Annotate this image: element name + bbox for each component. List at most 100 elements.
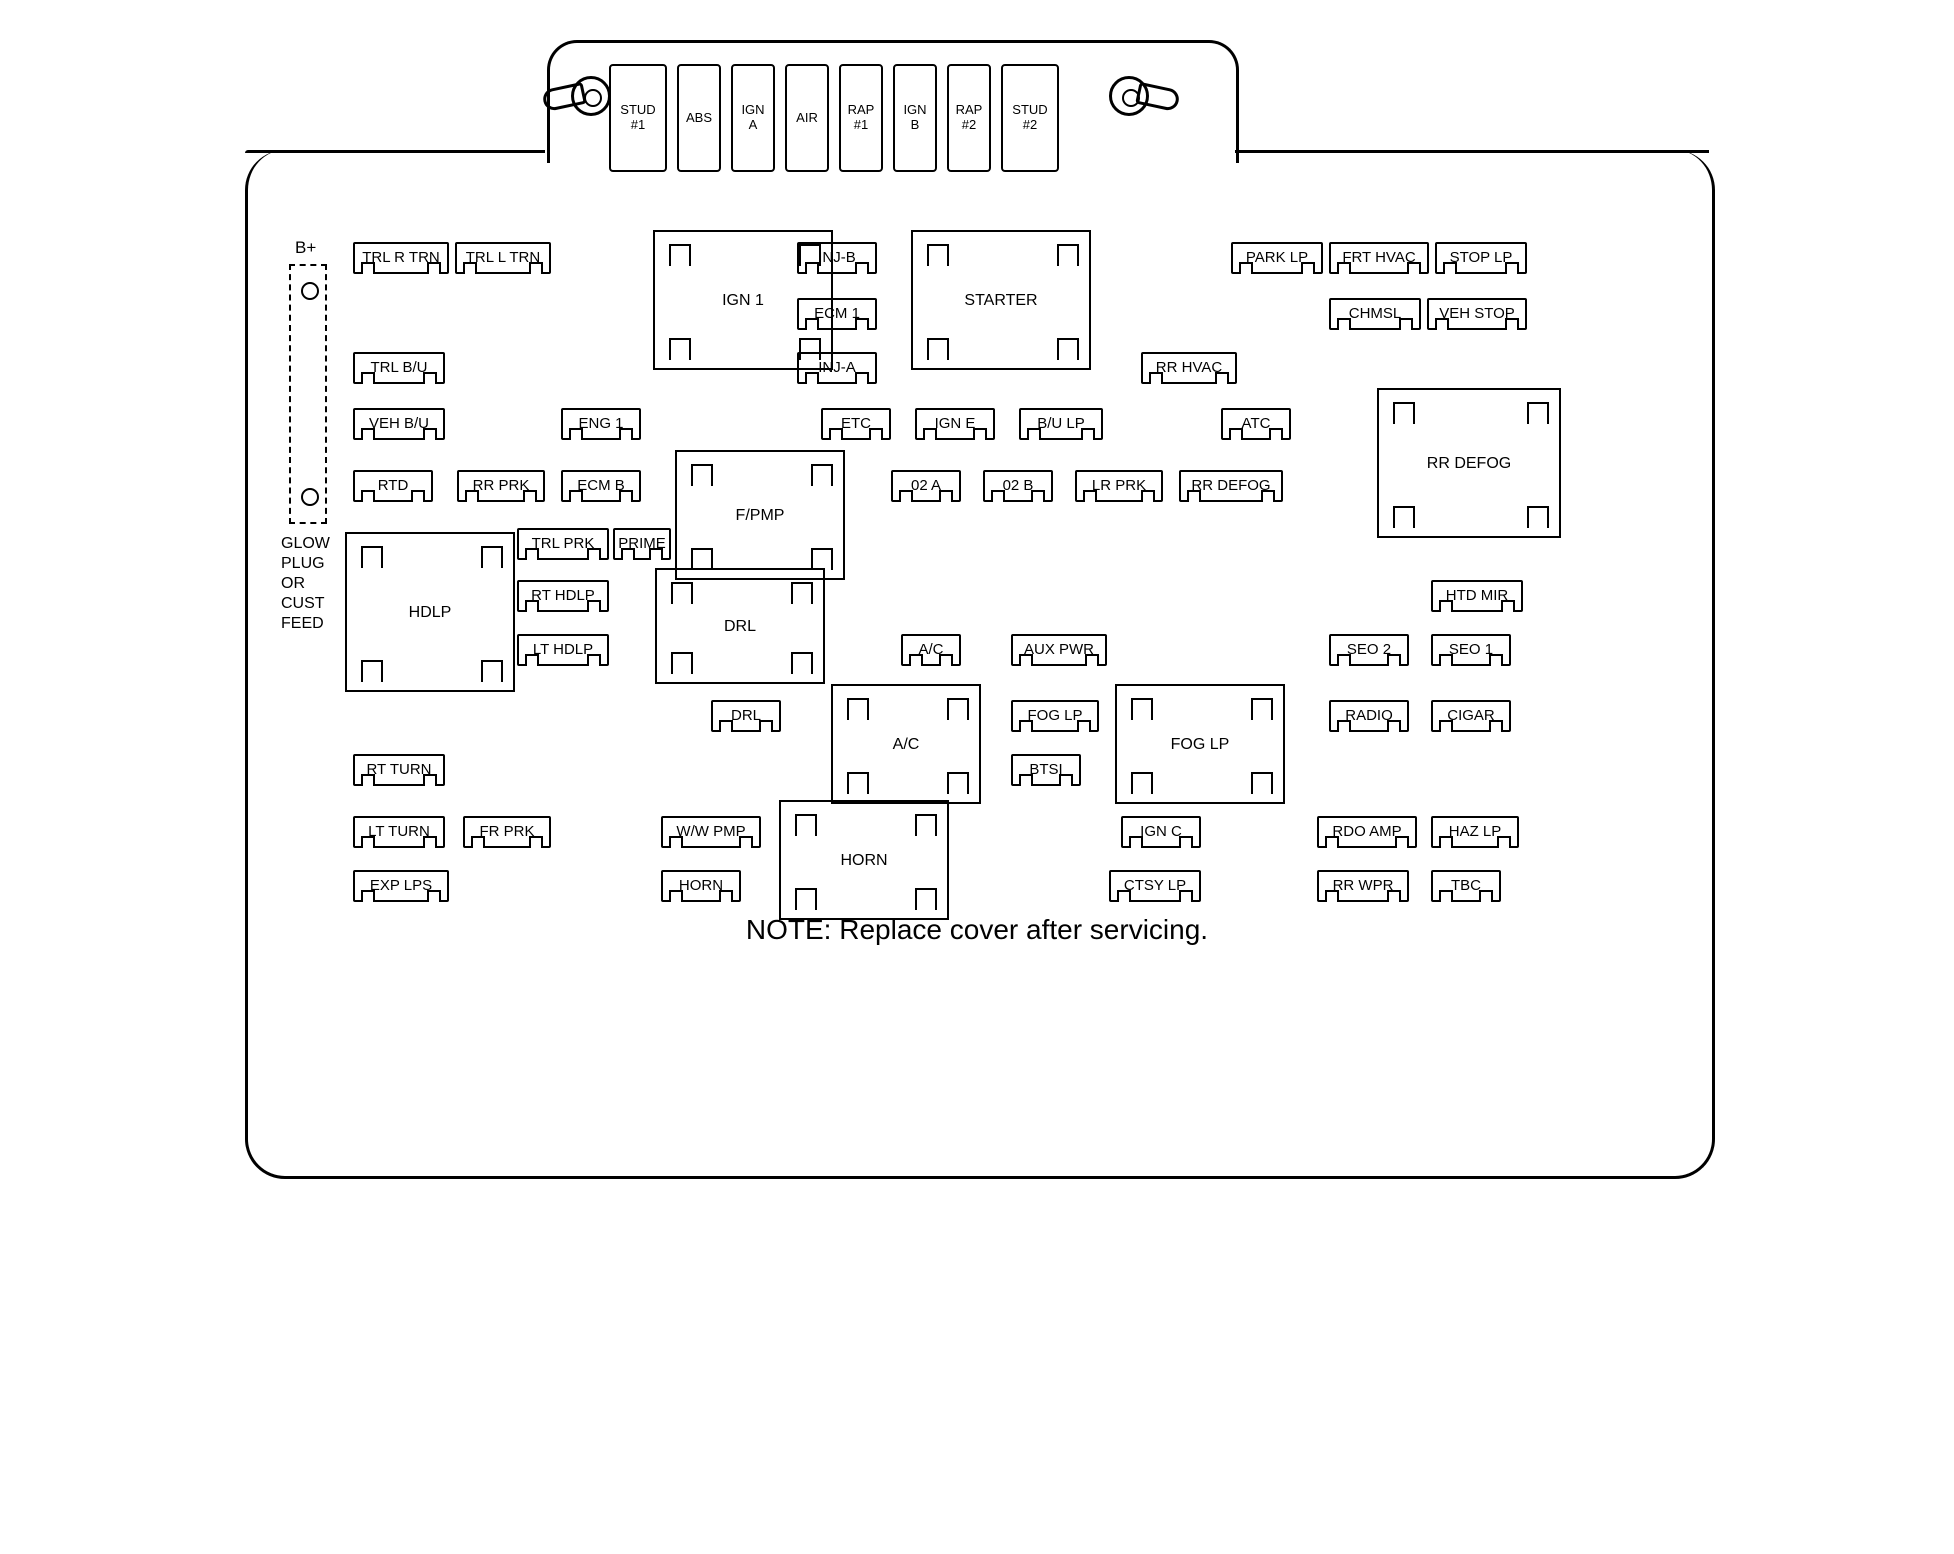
relay-label: IGN 1 bbox=[655, 292, 831, 310]
relay-pin-icon bbox=[791, 582, 813, 604]
relay-pin-icon bbox=[1251, 698, 1273, 720]
outline-top-left bbox=[245, 150, 545, 153]
fuse: AUX PWR bbox=[1011, 634, 1107, 666]
fuse: ENG 1 bbox=[561, 408, 641, 440]
fuse: RT TURN bbox=[353, 754, 445, 786]
relay: FOG LP bbox=[1115, 684, 1285, 804]
fuse: STOP LP bbox=[1435, 242, 1527, 274]
fuse: CTSY LP bbox=[1109, 870, 1201, 902]
fuse: BTSI bbox=[1011, 754, 1081, 786]
relay-pin-icon bbox=[1131, 772, 1153, 794]
fuse: ATC bbox=[1221, 408, 1291, 440]
relay-pin-icon bbox=[847, 698, 869, 720]
relay-label: HORN bbox=[781, 852, 947, 870]
fuse: FOG LP bbox=[1011, 700, 1099, 732]
top-fuse: RAP #2 bbox=[947, 64, 991, 172]
relay-pin-icon bbox=[915, 814, 937, 836]
relay-pin-icon bbox=[361, 546, 383, 568]
relay-pin-icon bbox=[1057, 338, 1079, 360]
relay-pin-icon bbox=[1057, 244, 1079, 266]
relay-label: RR DEFOG bbox=[1379, 455, 1559, 473]
fuse: TRL PRK bbox=[517, 528, 609, 560]
top-fuse: AIR bbox=[785, 64, 829, 172]
fuse: PRIME bbox=[613, 528, 671, 560]
fuse: RTD bbox=[353, 470, 433, 502]
relay: F/PMP bbox=[675, 450, 845, 580]
relay-pin-icon bbox=[811, 464, 833, 486]
relay-label: F/PMP bbox=[677, 507, 843, 525]
relay-label: STARTER bbox=[913, 292, 1089, 310]
relay-pin-icon bbox=[847, 772, 869, 794]
fuse: ETC bbox=[821, 408, 891, 440]
relay: DRL bbox=[655, 568, 825, 684]
relay-pin-icon bbox=[927, 338, 949, 360]
relay-pin-icon bbox=[947, 772, 969, 794]
relay-pin-icon bbox=[947, 698, 969, 720]
fuse: FR PRK bbox=[463, 816, 551, 848]
top-fuse: STUD #1 bbox=[609, 64, 667, 172]
relay-pin-icon bbox=[1131, 698, 1153, 720]
fuse: B/U LP bbox=[1019, 408, 1103, 440]
fuse: RR HVAC bbox=[1141, 352, 1237, 384]
fuse: LR PRK bbox=[1075, 470, 1163, 502]
relay-pin-icon bbox=[669, 244, 691, 266]
fuse: HAZ LP bbox=[1431, 816, 1519, 848]
fuse: RR PRK bbox=[457, 470, 545, 502]
relay-pin-icon bbox=[1527, 506, 1549, 528]
service-note: NOTE: Replace cover after servicing. bbox=[221, 914, 1733, 946]
bplus-box bbox=[289, 264, 327, 524]
relay-pin-icon bbox=[927, 244, 949, 266]
relay-pin-icon bbox=[691, 464, 713, 486]
glow-plug-label: GLOW PLUG OR CUST FEED bbox=[281, 534, 330, 634]
fuse: CHMSL bbox=[1329, 298, 1421, 330]
top-fuse: ABS bbox=[677, 64, 721, 172]
bplus-label: B+ bbox=[295, 238, 316, 258]
fuse: LT HDLP bbox=[517, 634, 609, 666]
fuse: TRL B/U bbox=[353, 352, 445, 384]
fuse: 02 A bbox=[891, 470, 961, 502]
relay-pin-icon bbox=[1527, 402, 1549, 424]
fuse: SEO 1 bbox=[1431, 634, 1511, 666]
fuse: TRL R TRN bbox=[353, 242, 449, 274]
fuse-box-diagram: STUD #1ABSIGN AAIRRAP #1IGN BRAP #2STUD … bbox=[221, 20, 1733, 1220]
relay-label: FOG LP bbox=[1117, 736, 1283, 754]
relay-pin-icon bbox=[799, 244, 821, 266]
relay: HORN bbox=[779, 800, 949, 920]
fuse: FRT HVAC bbox=[1329, 242, 1429, 274]
fuse: RADIO bbox=[1329, 700, 1409, 732]
fuse: IGN C bbox=[1121, 816, 1201, 848]
outline-top-right bbox=[1235, 150, 1709, 153]
relay: RR DEFOG bbox=[1377, 388, 1561, 538]
top-fuse: RAP #1 bbox=[839, 64, 883, 172]
relay-pin-icon bbox=[791, 652, 813, 674]
fuse: ECM B bbox=[561, 470, 641, 502]
fuse: PARK LP bbox=[1231, 242, 1323, 274]
fuse: TBC bbox=[1431, 870, 1501, 902]
relay: A/C bbox=[831, 684, 981, 804]
relay-pin-icon bbox=[361, 660, 383, 682]
relay-pin-icon bbox=[915, 888, 937, 910]
relay-pin-icon bbox=[669, 338, 691, 360]
relay-pin-icon bbox=[481, 546, 503, 568]
relay-pin-icon bbox=[691, 548, 713, 570]
relay: HDLP bbox=[345, 532, 515, 692]
relay-pin-icon bbox=[811, 548, 833, 570]
fuse: RDO AMP bbox=[1317, 816, 1417, 848]
fuse: VEH B/U bbox=[353, 408, 445, 440]
relay-pin-icon bbox=[799, 338, 821, 360]
fuse: TRL L TRN bbox=[455, 242, 551, 274]
relay: STARTER bbox=[911, 230, 1091, 370]
relay-pin-icon bbox=[1251, 772, 1273, 794]
top-fuse: STUD #2 bbox=[1001, 64, 1059, 172]
relay-pin-icon bbox=[795, 814, 817, 836]
fuse: LT TURN bbox=[353, 816, 445, 848]
fuse: 02 B bbox=[983, 470, 1053, 502]
fuse: IGN E bbox=[915, 408, 995, 440]
fuse: RR WPR bbox=[1317, 870, 1409, 902]
fuse: EXP LPS bbox=[353, 870, 449, 902]
relay-pin-icon bbox=[1393, 402, 1415, 424]
relay-pin-icon bbox=[671, 652, 693, 674]
fuse: HORN bbox=[661, 870, 741, 902]
fuse: VEH STOP bbox=[1427, 298, 1527, 330]
top-fuse: IGN A bbox=[731, 64, 775, 172]
